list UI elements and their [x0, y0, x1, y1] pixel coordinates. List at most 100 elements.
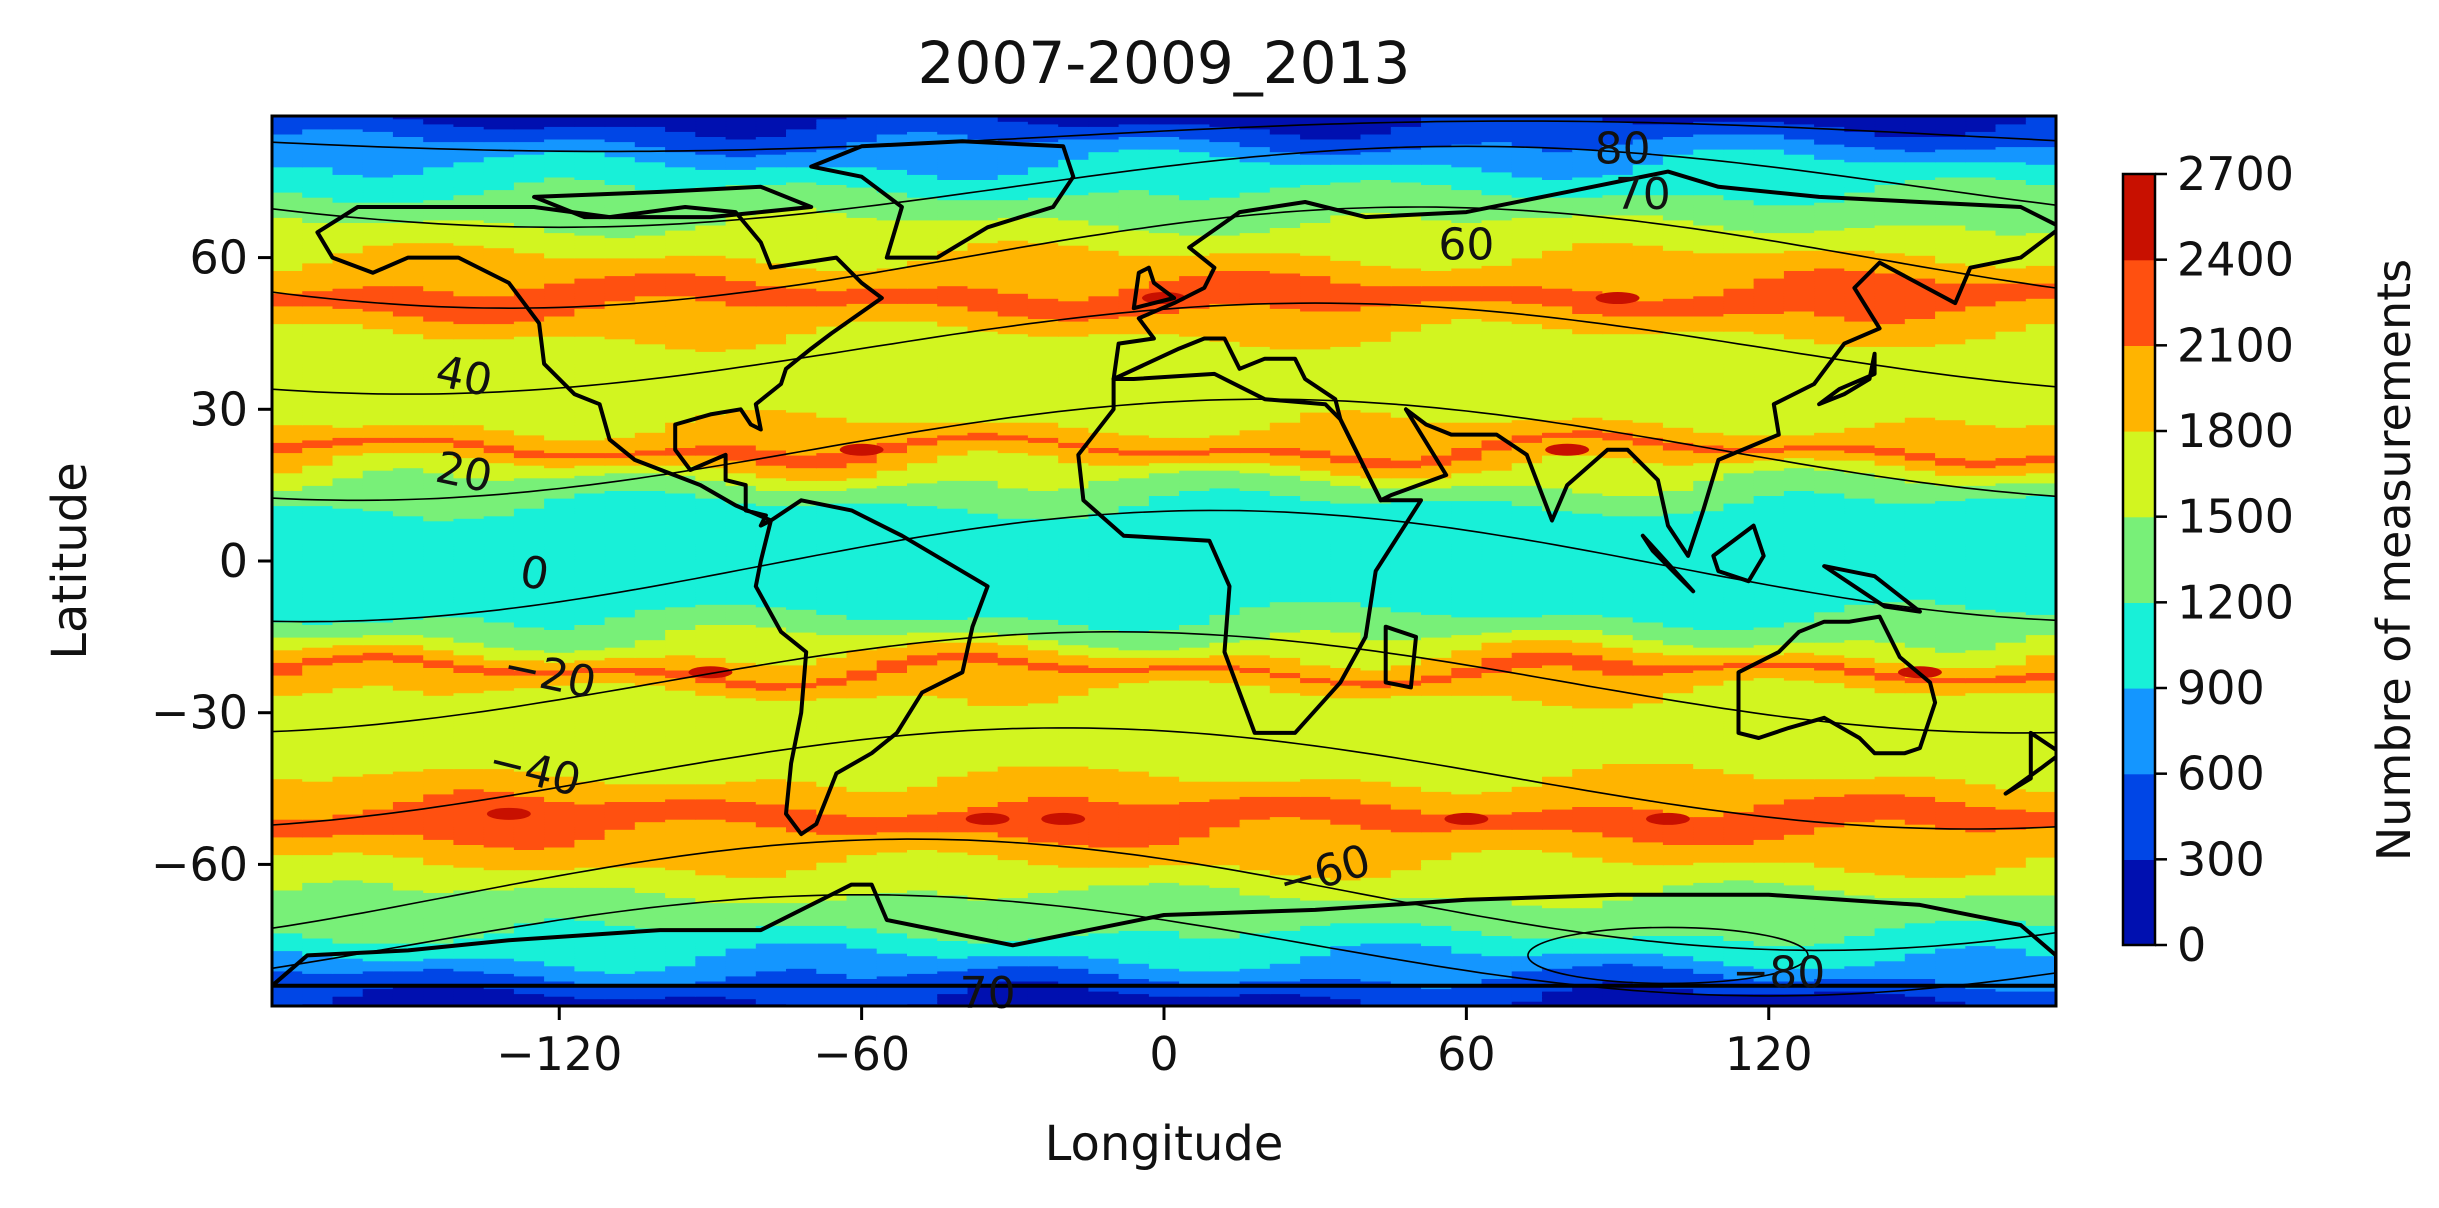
band-cell: [423, 995, 455, 1000]
band-cell: [967, 917, 999, 921]
band-cell: [1662, 935, 1694, 939]
band-cell: [1058, 922, 1090, 926]
band-cell: [1814, 975, 1846, 979]
band-cell: [846, 915, 878, 919]
band-cell: [1542, 942, 1573, 947]
band-cell: [1874, 945, 1906, 949]
band-cell: [1874, 920, 1906, 924]
band-cell: [907, 995, 938, 1000]
band-cell: [786, 955, 817, 959]
band-cell: [302, 940, 334, 944]
band-cell: [937, 965, 969, 969]
band-cell: [1904, 942, 1936, 947]
band-cell: [846, 975, 878, 979]
band-cell: [362, 978, 394, 982]
band-cell: [453, 963, 485, 967]
band-cell: [1027, 975, 1059, 979]
band-cell: [1511, 935, 1543, 939]
band-cell: [1390, 1000, 1422, 1005]
band-cell: [1209, 973, 1241, 977]
band-cell: [332, 990, 364, 995]
band-cell: [362, 995, 394, 1000]
band-cell: [1844, 922, 1876, 926]
band-cell: [937, 990, 969, 995]
band-cell: [1995, 947, 2027, 952]
band-cell: [937, 935, 969, 939]
band-cell: [513, 993, 545, 997]
band-cell: [2025, 1000, 2056, 1005]
band-cell: [362, 925, 394, 929]
band-cell: [362, 955, 394, 959]
band-cell: [876, 1000, 908, 1005]
band-cell: [1481, 920, 1513, 924]
band-cell: [513, 973, 545, 977]
band-cell: [1481, 993, 1513, 997]
band-cell: [907, 988, 938, 992]
band-cell: [1723, 922, 1755, 926]
band-cell: [665, 960, 697, 964]
band-cell: [513, 995, 545, 1000]
band-cell: [1481, 942, 1513, 947]
band-cell: [997, 958, 1029, 962]
band-cell: [1844, 920, 1876, 924]
band-cell: [1542, 932, 1573, 936]
band-cell: [453, 937, 485, 941]
band-cell: [1451, 920, 1483, 924]
band-cell: [1330, 927, 1362, 931]
band-cell: [846, 955, 878, 959]
band-cell: [1239, 925, 1271, 929]
band-cell: [755, 932, 787, 936]
band-cell: [1058, 952, 1090, 957]
band-cell: [1904, 978, 1936, 982]
band-cell: [1783, 968, 1815, 972]
band-cell: [1300, 917, 1332, 921]
band-cell: [1421, 945, 1452, 949]
band-cell: [1269, 998, 1301, 1002]
band-cell: [725, 973, 757, 977]
band-cell: [1904, 993, 1936, 997]
band-cell: [1300, 958, 1332, 962]
band-cell: [1481, 950, 1513, 954]
band-cell: [1269, 958, 1301, 962]
band-cell: [1542, 965, 1573, 969]
band-cell: [272, 952, 303, 957]
band-cell: [1058, 978, 1090, 982]
band-cell: [574, 955, 606, 959]
band-cell: [1360, 942, 1392, 947]
band-cell: [634, 995, 666, 1000]
band-cell: [1209, 995, 1241, 1000]
band-cell: [1179, 925, 1211, 929]
band-cell: [816, 968, 848, 972]
band-cell: [1753, 922, 1785, 926]
band-cell: [302, 998, 334, 1002]
band-cell: [1088, 978, 1120, 982]
band-cell: [1421, 937, 1452, 941]
band-cell: [786, 965, 817, 969]
band-cell: [1118, 947, 1150, 952]
band-cell: [1783, 945, 1815, 949]
band-cell: [1027, 963, 1059, 967]
band-cell: [1027, 970, 1059, 974]
band-cell: [302, 935, 334, 939]
band-cell: [1632, 960, 1664, 964]
band-cell: [1421, 973, 1452, 977]
band-cell: [513, 920, 545, 924]
band-cell: [544, 995, 576, 1000]
band-cell: [665, 942, 697, 947]
band-cell: [302, 955, 334, 959]
band-cell: [967, 945, 999, 949]
band-cell: [1209, 917, 1241, 921]
band-cell: [1058, 993, 1090, 997]
band-cell: [634, 920, 666, 924]
band-cell: [332, 932, 364, 936]
band-cell: [1995, 988, 2027, 992]
band-cell: [1118, 960, 1150, 964]
band-cell: [604, 950, 636, 954]
band-cell: [1572, 952, 1604, 957]
band-cell: [1390, 998, 1422, 1002]
band-cell: [1118, 980, 1150, 984]
band-cell: [544, 940, 576, 944]
band-cell: [1753, 988, 1785, 992]
band-cell: [997, 950, 1029, 954]
band-cell: [997, 917, 1029, 921]
